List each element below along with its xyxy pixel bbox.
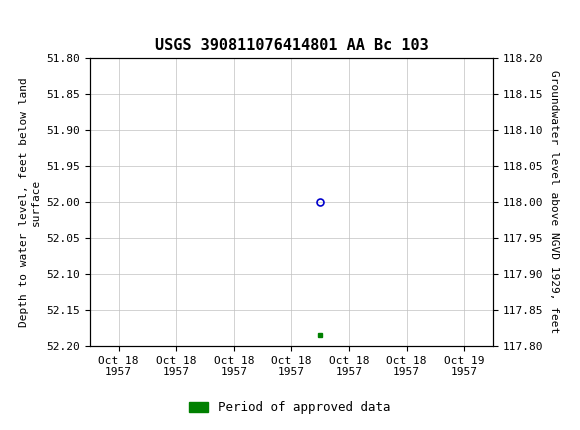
Y-axis label: Depth to water level, feet below land
surface: Depth to water level, feet below land su…	[19, 77, 41, 327]
Legend: Period of approved data: Period of approved data	[184, 396, 396, 419]
Title: USGS 390811076414801 AA Bc 103: USGS 390811076414801 AA Bc 103	[155, 38, 428, 53]
Text: USGS: USGS	[38, 9, 85, 24]
Y-axis label: Groundwater level above NGVD 1929, feet: Groundwater level above NGVD 1929, feet	[549, 71, 559, 334]
